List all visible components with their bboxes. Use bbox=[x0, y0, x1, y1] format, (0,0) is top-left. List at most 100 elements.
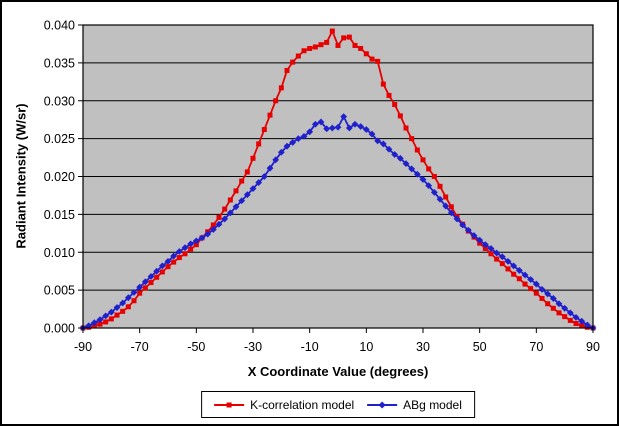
series-0-marker bbox=[131, 298, 137, 304]
series-1-marker bbox=[192, 237, 200, 245]
series-1-marker bbox=[391, 151, 399, 158]
series-1-marker bbox=[238, 197, 246, 205]
series-1-marker bbox=[124, 294, 132, 302]
series-1-marker bbox=[107, 308, 115, 316]
series-1-marker bbox=[487, 245, 495, 252]
series-1-marker bbox=[181, 244, 189, 252]
series-1-marker bbox=[402, 160, 410, 168]
series-1-marker bbox=[294, 135, 302, 143]
y-tick-label: 0.015 bbox=[44, 208, 75, 222]
y-axis-title: Radiant Intensity (W/sr) bbox=[13, 103, 29, 249]
series-1-marker bbox=[453, 215, 461, 223]
series-1-marker bbox=[476, 236, 484, 244]
legend-item-k-correlation: K-correlation model bbox=[214, 398, 354, 412]
series-0-marker bbox=[443, 194, 449, 200]
series-1-marker bbox=[493, 249, 501, 257]
series-1-marker bbox=[385, 145, 393, 153]
y-tick-label: 0.025 bbox=[44, 132, 75, 146]
series-1-marker bbox=[351, 120, 359, 128]
series-1-marker bbox=[215, 220, 223, 228]
series-1-marker bbox=[368, 130, 376, 138]
series-1-marker bbox=[447, 209, 455, 217]
series-1-marker bbox=[226, 209, 234, 217]
series-1-marker bbox=[555, 300, 563, 308]
legend-box: K-correlation model ABg model bbox=[201, 391, 475, 418]
series-0-marker bbox=[335, 42, 341, 48]
series-1-marker bbox=[164, 257, 172, 265]
series-0-marker bbox=[482, 245, 488, 251]
series-1-marker bbox=[136, 283, 144, 291]
series-0-marker bbox=[403, 125, 409, 131]
series-0-marker bbox=[307, 45, 313, 51]
series-1-marker bbox=[413, 170, 421, 178]
x-tick-label: -90 bbox=[74, 340, 92, 354]
series-0-marker bbox=[516, 276, 522, 282]
series-0-marker bbox=[414, 147, 420, 153]
series-1-marker bbox=[436, 195, 444, 203]
series-0-marker bbox=[267, 112, 273, 118]
series-1-marker bbox=[549, 295, 557, 302]
series-0-marker bbox=[114, 312, 120, 318]
series-0-marker bbox=[324, 39, 330, 45]
series-0-marker bbox=[216, 214, 222, 220]
series-1-marker bbox=[374, 137, 382, 145]
series-1-marker bbox=[538, 285, 546, 293]
series-0-marker bbox=[511, 271, 517, 277]
series-0-marker bbox=[193, 242, 199, 248]
series-0-marker bbox=[222, 206, 228, 212]
series-0-marker bbox=[142, 285, 148, 291]
series-1-marker bbox=[311, 120, 319, 128]
series-0-marker bbox=[431, 174, 437, 179]
y-tick-label: 0.020 bbox=[44, 170, 75, 184]
series-0-marker bbox=[239, 178, 245, 184]
series-1-marker bbox=[277, 148, 285, 156]
series-0-marker bbox=[273, 98, 279, 104]
series-0-marker bbox=[579, 323, 585, 329]
series-0-marker bbox=[210, 222, 216, 228]
x-tick-label: 30 bbox=[416, 340, 430, 354]
series-1-marker bbox=[102, 312, 110, 320]
series-1-marker bbox=[459, 221, 467, 229]
series-0-marker bbox=[120, 308, 126, 314]
series-0-marker bbox=[341, 35, 347, 41]
y-tick-label: 0.010 bbox=[44, 246, 75, 260]
series-0-marker bbox=[409, 136, 415, 142]
series-0-marker bbox=[426, 166, 432, 172]
series-1-marker bbox=[504, 257, 512, 265]
series-0-marker bbox=[499, 261, 505, 267]
x-tick-label: -70 bbox=[131, 340, 149, 354]
series-0-marker bbox=[437, 183, 443, 189]
series-1-marker bbox=[255, 179, 263, 186]
series-0-marker bbox=[295, 53, 301, 59]
series-0-marker bbox=[284, 67, 290, 73]
series-1-marker bbox=[328, 124, 336, 132]
series-0-marker bbox=[256, 141, 262, 147]
series-0-marker bbox=[567, 317, 573, 323]
series-1-marker bbox=[289, 139, 297, 146]
legend-label-abg: ABg model bbox=[403, 397, 462, 412]
series-0-marker bbox=[244, 169, 250, 175]
series-1-marker bbox=[266, 164, 274, 172]
y-tick-label: 0.005 bbox=[44, 284, 75, 298]
series-1-marker bbox=[583, 321, 591, 329]
series-1-marker bbox=[147, 273, 155, 280]
series-1-marker bbox=[464, 226, 472, 234]
series-1-marker bbox=[442, 202, 450, 210]
series-1-marker bbox=[396, 154, 404, 162]
series-1-marker bbox=[566, 309, 574, 317]
legend-item-abg: ABg model bbox=[367, 398, 462, 412]
y-tick-label: 0.035 bbox=[44, 56, 75, 70]
series-1-marker bbox=[170, 252, 178, 260]
series-1-marker bbox=[408, 165, 416, 173]
series-1-marker bbox=[357, 123, 365, 130]
series-0-marker bbox=[125, 304, 131, 310]
series-1-marker bbox=[323, 125, 331, 133]
series-0-marker bbox=[488, 251, 494, 257]
series-1-marker bbox=[119, 299, 127, 307]
series-0-marker bbox=[278, 85, 284, 91]
series-0-marker bbox=[97, 321, 103, 327]
series-0-marker bbox=[261, 127, 267, 133]
series-1-marker bbox=[498, 253, 506, 261]
